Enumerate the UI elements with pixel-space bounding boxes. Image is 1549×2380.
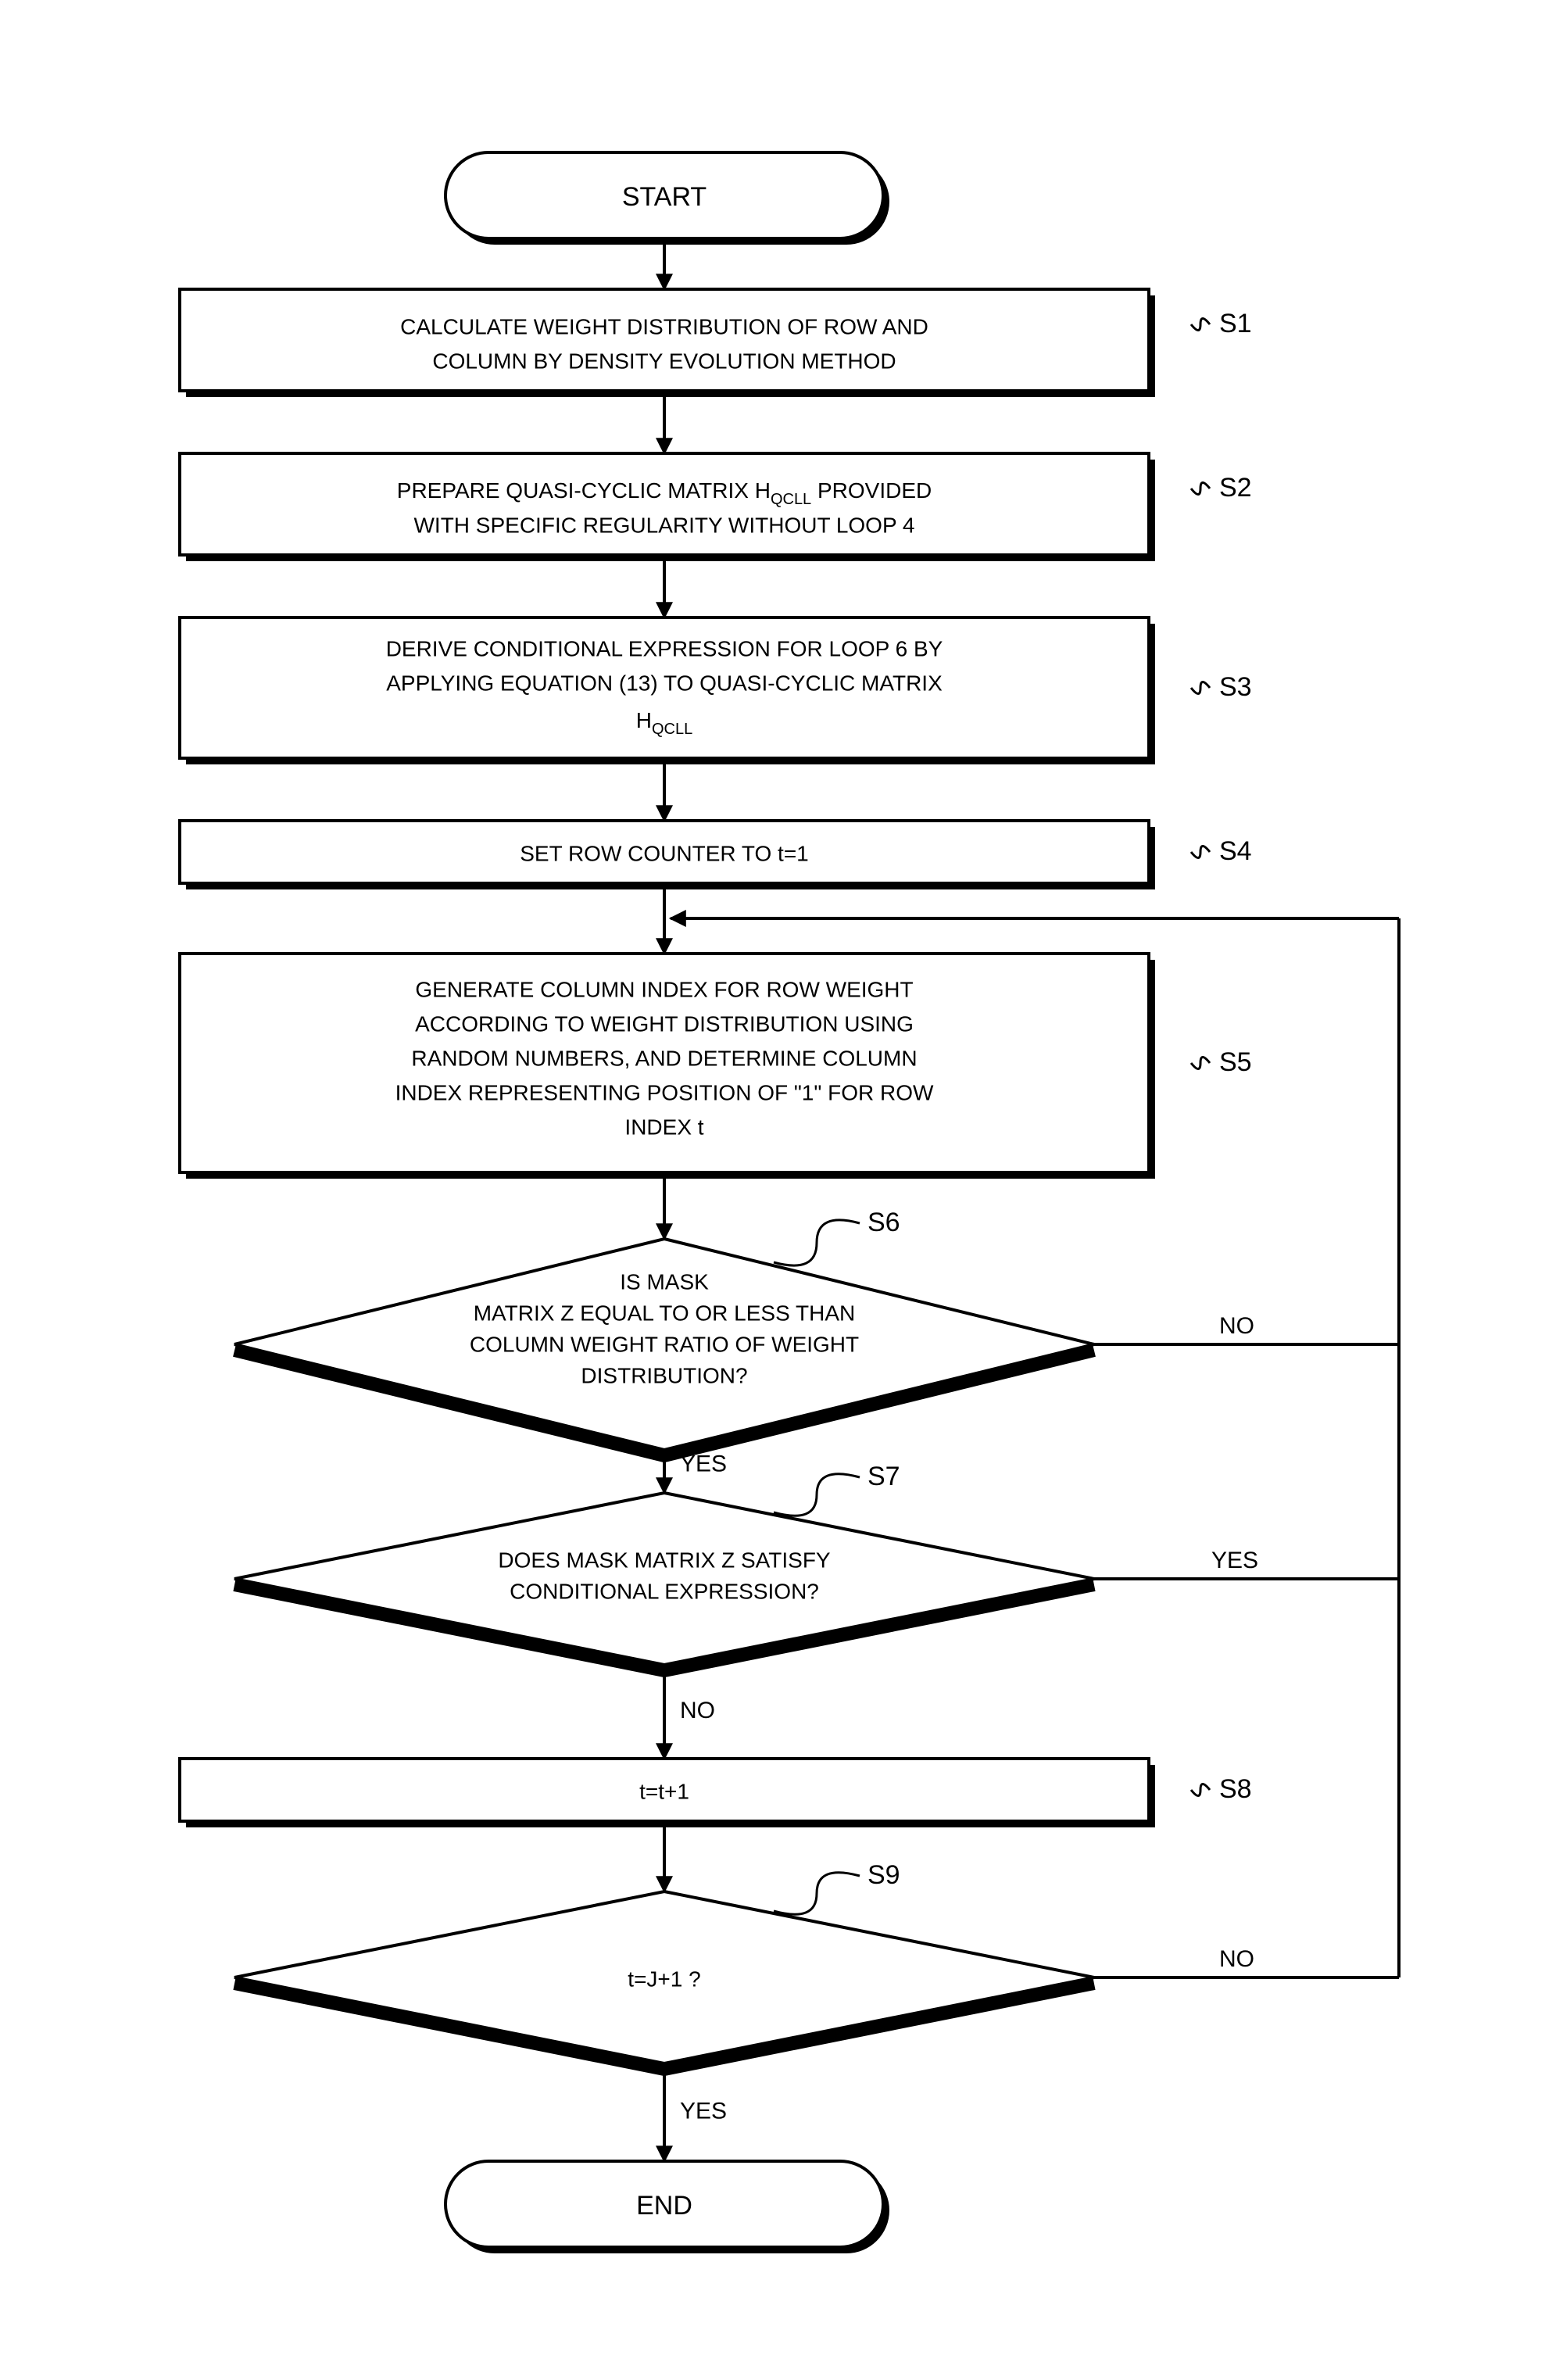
svg-text:S8: S8 bbox=[1219, 1774, 1252, 1804]
svg-text:INDEX t: INDEX t bbox=[624, 1115, 703, 1139]
svg-text:MATRIX Z EQUAL TO OR LESS THAN: MATRIX Z EQUAL TO OR LESS THAN bbox=[474, 1301, 856, 1325]
svg-text:RANDOM NUMBERS, AND DETERMINE: RANDOM NUMBERS, AND DETERMINE COLUMN bbox=[411, 1046, 917, 1070]
svg-text:YES: YES bbox=[680, 1451, 727, 1477]
flowchart-canvas: START END CALCULATE WEIGHT DISTRIBUTION OF… bbox=[0, 0, 1549, 2380]
svg-text:S5: S5 bbox=[1219, 1047, 1252, 1077]
svg-text:NO: NO bbox=[1219, 1313, 1254, 1339]
svg-text:DOES MASK MATRIX Z SATISFY: DOES MASK MATRIX Z SATISFY bbox=[498, 1548, 831, 1572]
svg-text:DERIVE CONDITIONAL EXPRESSION: DERIVE CONDITIONAL EXPRESSION FOR LOOP 6… bbox=[386, 636, 943, 660]
svg-text:SET ROW COUNTER TO t=1: SET ROW COUNTER TO t=1 bbox=[520, 841, 809, 865]
svg-text:NO: NO bbox=[1219, 1946, 1254, 1972]
svg-text:S3: S3 bbox=[1219, 672, 1252, 702]
svg-text:ACCORDING TO WEIGHT DISTRIBUTI: ACCORDING TO WEIGHT DISTRIBUTION USING bbox=[415, 1011, 914, 1036]
svg-text:t=J+1 ?: t=J+1 ? bbox=[628, 1967, 700, 1991]
svg-text:CONDITIONAL EXPRESSION?: CONDITIONAL EXPRESSION? bbox=[510, 1579, 819, 1603]
svg-text:WITH SPECIFIC REGULARITY WITHO: WITH SPECIFIC REGULARITY WITHOUT LOOP 4 bbox=[414, 513, 915, 537]
svg-text:IS MASK: IS MASK bbox=[620, 1269, 709, 1294]
svg-text:INDEX REPRESENTING POSITION OF: INDEX REPRESENTING POSITION OF "1" FOR R… bbox=[395, 1080, 934, 1104]
svg-text:S7: S7 bbox=[868, 1462, 900, 1491]
svg-text:S6: S6 bbox=[868, 1208, 900, 1237]
svg-text:COLUMN BY DENSITY EVOLUTION ME: COLUMN BY DENSITY EVOLUTION METHOD bbox=[432, 349, 896, 373]
flowchart-svg: START END CALCULATE WEIGHT DISTRIBUTION OF… bbox=[0, 0, 1549, 2380]
svg-text:YES: YES bbox=[680, 2099, 727, 2124]
svg-text:NO: NO bbox=[680, 1698, 715, 1723]
svg-text:APPLYING EQUATION (13) TO QUAS: APPLYING EQUATION (13) TO QUASI-CYCLIC M… bbox=[386, 671, 943, 695]
svg-text:START: START bbox=[622, 182, 707, 212]
svg-text:COLUMN WEIGHT RATIO OF WEIGHT: COLUMN WEIGHT RATIO OF WEIGHT bbox=[470, 1332, 859, 1356]
svg-text:S2: S2 bbox=[1219, 473, 1252, 503]
svg-text:YES: YES bbox=[1211, 1548, 1258, 1573]
svg-text:DISTRIBUTION?: DISTRIBUTION? bbox=[581, 1363, 747, 1387]
svg-text:S4: S4 bbox=[1219, 836, 1252, 866]
svg-text:END: END bbox=[636, 2191, 692, 2221]
svg-text:S9: S9 bbox=[868, 1860, 900, 1890]
svg-text:t=t+1: t=t+1 bbox=[639, 1779, 689, 1803]
svg-text:S1: S1 bbox=[1219, 309, 1252, 338]
svg-text:GENERATE COLUMN INDEX FOR ROW: GENERATE COLUMN INDEX FOR ROW WEIGHT bbox=[415, 977, 913, 1001]
svg-text:CALCULATE WEIGHT DISTRIBUTION: CALCULATE WEIGHT DISTRIBUTION OF ROW AND bbox=[400, 314, 928, 338]
